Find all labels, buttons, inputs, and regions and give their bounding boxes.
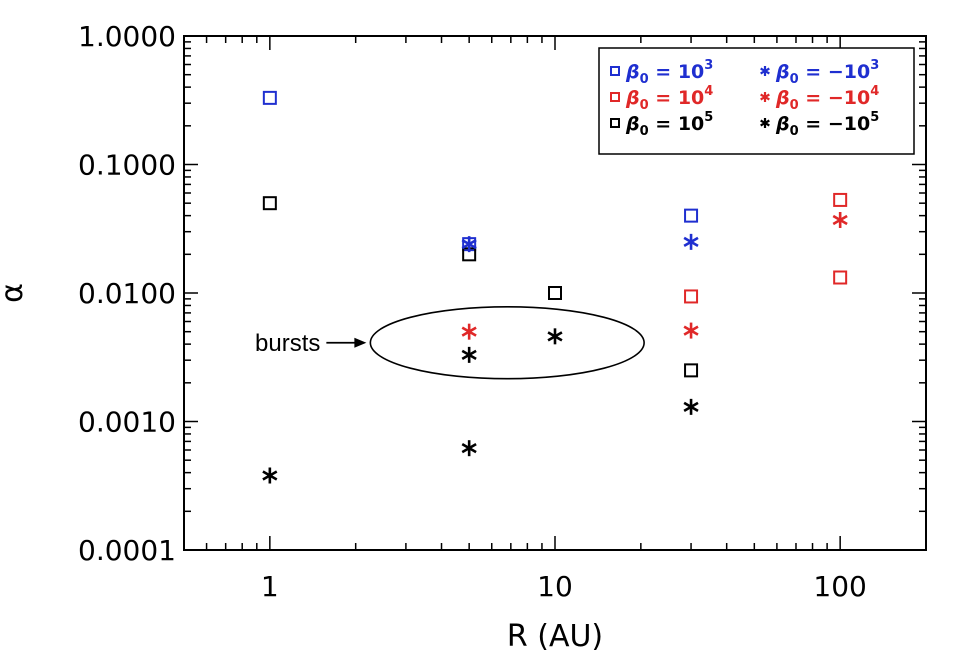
- legend-subscript: 0: [640, 72, 649, 87]
- asterisk-stroke: [683, 325, 699, 336]
- bursts-annotation: bursts: [255, 305, 645, 380]
- legend-equals: =: [649, 61, 678, 83]
- asterisk-stroke: [262, 470, 278, 481]
- legend-entry: β0 = −104: [775, 84, 879, 113]
- x-tick-label: 10: [537, 570, 573, 603]
- legend-entry: β0 = −103: [775, 58, 879, 87]
- data-point-square: [833, 192, 848, 207]
- data-points: [262, 90, 848, 484]
- legend-equals: =: [799, 61, 828, 83]
- data-point-asterisk: [461, 236, 477, 253]
- data-point-square: [548, 286, 562, 300]
- legend-exponent: 4: [870, 84, 879, 99]
- asterisk-stroke: [760, 67, 770, 75]
- y-axis-title: α: [0, 283, 30, 303]
- data-point-asterisk: [683, 233, 699, 250]
- asterisk-stroke: [760, 93, 770, 101]
- legend-subscript: 0: [640, 124, 649, 139]
- data-point-square: [262, 90, 277, 105]
- legend-beta: β: [625, 87, 640, 109]
- data-point-asterisk: [832, 211, 848, 228]
- legend-marker-square: [610, 66, 620, 76]
- minor-ticks: [183, 36, 927, 550]
- asterisk-stroke: [760, 119, 770, 127]
- asterisk-stroke: [683, 401, 699, 412]
- legend-base: 10: [678, 113, 704, 135]
- legend-exponent: 3: [870, 58, 879, 73]
- data-point-asterisk: [683, 398, 699, 415]
- plot-frame: [183, 35, 927, 551]
- legend-box: [598, 47, 915, 155]
- data-point-asterisk: [461, 323, 477, 340]
- asterisk-stroke: [461, 349, 477, 360]
- y-tick-label: 0.0001: [78, 534, 176, 567]
- data-point-asterisk: [547, 328, 563, 345]
- legend-equals: =: [649, 87, 678, 109]
- legend-base: 10: [678, 87, 704, 109]
- data-point-square: [684, 208, 699, 223]
- legend-subscript: 0: [640, 98, 649, 113]
- data-point-asterisk: [262, 467, 278, 484]
- legend-entry: β0 = 105: [625, 110, 713, 139]
- legend-beta: β: [625, 113, 640, 135]
- legend-beta: β: [625, 61, 640, 83]
- bursts-ellipse: [369, 305, 645, 380]
- annotation-arrow-head: [354, 337, 367, 348]
- data-point-asterisk: [461, 346, 477, 363]
- x-tick-label: 1: [261, 570, 279, 603]
- asterisk-stroke: [461, 443, 477, 454]
- legend-exponent: 4: [704, 84, 713, 99]
- asterisk-stroke: [683, 236, 699, 247]
- legend-entry: β0 = 104: [625, 84, 713, 113]
- legend-marker-square: [610, 92, 620, 102]
- legend-base: −10: [828, 113, 870, 135]
- legend-base: 10: [678, 61, 704, 83]
- legend-entry: β0 = 103: [625, 58, 713, 87]
- legend-exponent: 5: [870, 110, 879, 125]
- y-tick-label: 0.1000: [78, 149, 176, 182]
- legend-exponent: 3: [704, 58, 713, 73]
- asterisk-stroke: [832, 214, 848, 226]
- asterisk-stroke: [461, 326, 477, 337]
- legend-subscript: 0: [790, 72, 799, 87]
- legend-marker-asterisk: [760, 92, 770, 102]
- legend-base: −10: [828, 61, 870, 83]
- y-tick-label: 0.0010: [78, 406, 176, 439]
- y-tick-label: 1.0000: [78, 20, 176, 53]
- annotation-label: bursts: [255, 330, 320, 357]
- legend-equals: =: [649, 113, 678, 135]
- legend-equals: =: [799, 113, 828, 135]
- data-point-square: [262, 196, 277, 211]
- legend-marker-asterisk: [760, 66, 770, 76]
- asterisk-stroke: [461, 239, 477, 250]
- legend-subscript: 0: [790, 124, 799, 139]
- data-point-asterisk: [461, 440, 477, 457]
- legend-marker-asterisk: [760, 118, 770, 128]
- legend-entry: β0 = −105: [775, 110, 879, 139]
- legend-beta: β: [775, 113, 790, 135]
- x-axis-title: R (AU): [507, 619, 603, 654]
- legend-equals: =: [799, 87, 828, 109]
- asterisk-stroke: [547, 331, 563, 342]
- data-point-asterisk: [683, 322, 699, 339]
- data-point-square: [684, 363, 699, 378]
- x-tick-label: 100: [813, 570, 866, 603]
- legend-beta: β: [775, 61, 790, 83]
- legend-marker-square: [610, 118, 620, 128]
- data-point-square: [833, 270, 848, 285]
- legend-beta: β: [775, 87, 790, 109]
- legend-subscript: 0: [790, 98, 799, 113]
- legend-exponent: 5: [704, 110, 713, 125]
- legend-base: −10: [828, 87, 870, 109]
- y-tick-label: 0.0100: [78, 277, 176, 310]
- data-point-square: [684, 289, 699, 304]
